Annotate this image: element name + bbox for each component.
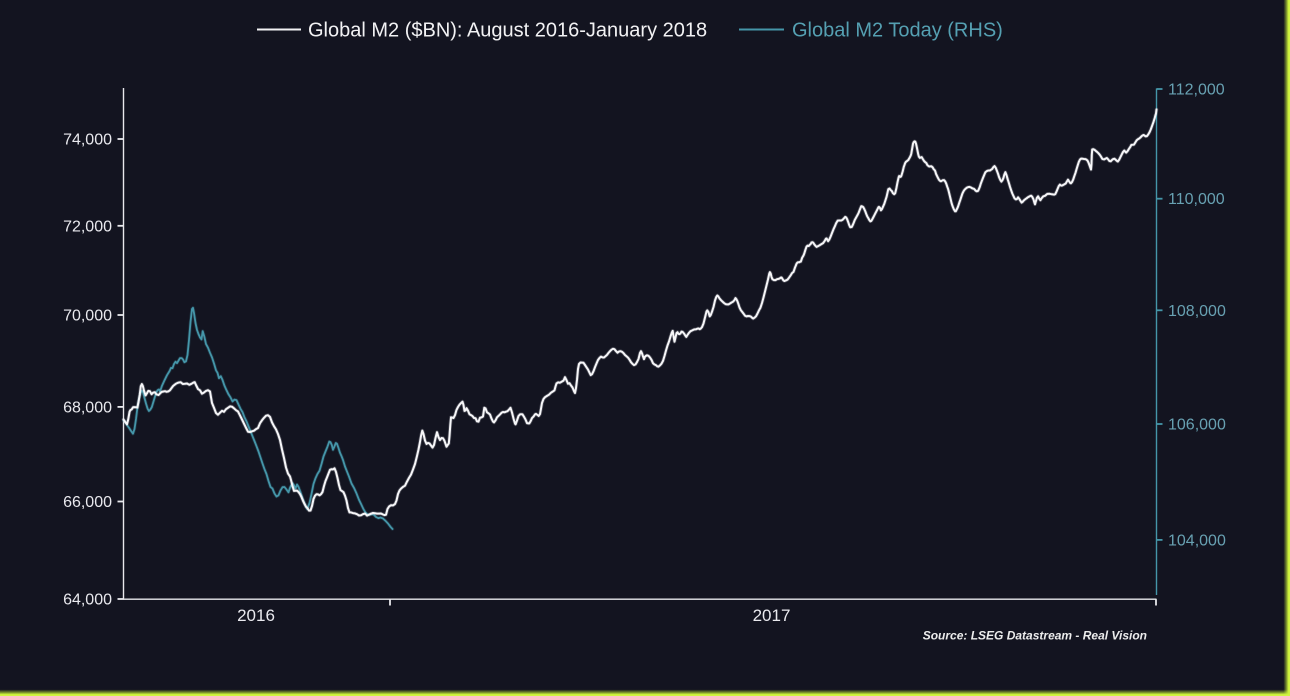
svg-text:Source: LSEG Datastream - Real: Source: LSEG Datastream - Real Vision: [923, 629, 1147, 643]
svg-text:108,000: 108,000: [1168, 303, 1226, 320]
svg-text:74,000: 74,000: [63, 132, 112, 149]
svg-text:Global M2 ($BN): August 2016-J: Global M2 ($BN): August 2016-January 201…: [308, 20, 707, 42]
svg-text:70,000: 70,000: [63, 308, 112, 325]
svg-text:106,000: 106,000: [1168, 417, 1226, 434]
svg-text:68,000: 68,000: [63, 399, 112, 416]
svg-text:Global M2 Today (RHS): Global M2 Today (RHS): [792, 20, 1003, 42]
svg-text:110,000: 110,000: [1168, 191, 1225, 208]
svg-text:104,000: 104,000: [1168, 532, 1226, 549]
svg-text:72,000: 72,000: [63, 218, 112, 235]
svg-text:66,000: 66,000: [63, 494, 112, 511]
svg-text:2017: 2017: [753, 606, 791, 625]
svg-text:2016: 2016: [237, 606, 275, 625]
svg-text:64,000: 64,000: [63, 592, 112, 609]
svg-text:112,000: 112,000: [1168, 82, 1225, 99]
